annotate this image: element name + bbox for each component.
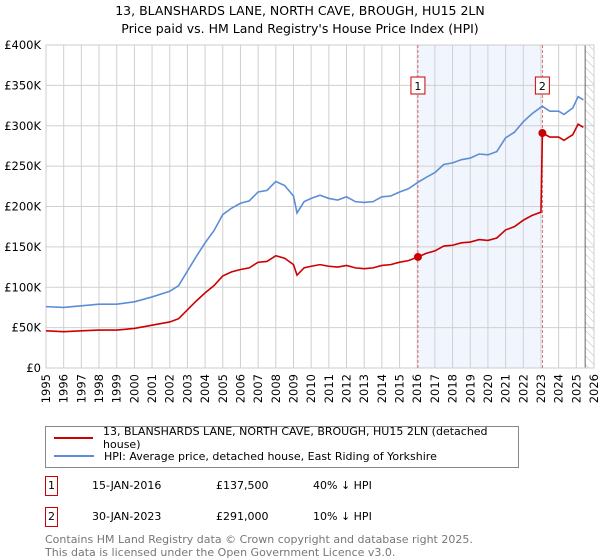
legend-label: 13, BLANSHARDS LANE, NORTH CAVE, BROUGH,… bbox=[103, 425, 488, 451]
legend-item-hpi: HPI: Average price, detached house, East… bbox=[54, 448, 437, 464]
x-tick-label: 1999 bbox=[110, 374, 124, 403]
x-tick-label: 2010 bbox=[304, 374, 318, 403]
footer-line-2: This data is licensed under the Open Gov… bbox=[45, 546, 396, 559]
plot-area: 1995 1996 1997 1998 1999 2000 2001 2002 2003 2004… bbox=[4, 38, 600, 403]
sale-price: £291,000 bbox=[216, 510, 269, 523]
y-tick-label: £350K bbox=[4, 78, 41, 92]
legend-label: HPI: Average price, detached house, East… bbox=[104, 449, 437, 463]
series-line-hpi bbox=[45, 95, 584, 309]
x-tick-label: 2019 bbox=[463, 374, 477, 403]
x-tick-label: 2026 bbox=[587, 374, 600, 403]
sale-price: £137,500 bbox=[216, 479, 269, 492]
x-tick-label: 2021 bbox=[499, 374, 513, 403]
y-tick-label: £100K bbox=[4, 280, 41, 294]
sale-label-box bbox=[410, 76, 426, 95]
legend-swatch-red bbox=[54, 437, 94, 439]
x-tick-label: 1997 bbox=[74, 374, 88, 403]
sale-point bbox=[538, 129, 547, 138]
sale-label: 2 bbox=[539, 80, 546, 93]
sale-marker-badge: 2 bbox=[45, 507, 58, 527]
y-tick-label: £150K bbox=[4, 240, 41, 254]
x-tick-label: 1996 bbox=[57, 374, 71, 403]
x-tick-label: 2000 bbox=[127, 374, 141, 403]
y-tick-label: £50K bbox=[12, 321, 42, 335]
sale-hpi-diff: 10% ↓ HPI bbox=[313, 510, 372, 523]
footer-line-1: Contains HM Land Registry data © Crown c… bbox=[45, 533, 473, 546]
x-tick-label: 2024 bbox=[552, 374, 566, 403]
sale-hpi-diff: 40% ↓ HPI bbox=[313, 479, 372, 492]
y-tick-label: £0 bbox=[26, 361, 41, 375]
y-tick-label: £200K bbox=[4, 200, 41, 214]
x-tick-label: 2020 bbox=[481, 374, 495, 403]
legend-item-property: 13, BLANSHARDS LANE, NORTH CAVE, BROUGH,… bbox=[54, 425, 518, 451]
y-tick-label: £300K bbox=[4, 119, 41, 133]
x-tick-label: 1998 bbox=[92, 374, 106, 403]
x-tick-label: 2007 bbox=[251, 374, 265, 403]
sale-point bbox=[413, 252, 422, 261]
x-tick-label: 2001 bbox=[145, 374, 159, 403]
sale-date: 15-JAN-2016 bbox=[92, 479, 162, 492]
x-tick-label: 2003 bbox=[180, 374, 194, 403]
x-tick-label: 2006 bbox=[233, 374, 247, 403]
legend: 13, BLANSHARDS LANE, NORTH CAVE, BROUGH,… bbox=[45, 425, 519, 468]
x-tick-label: 2018 bbox=[446, 374, 460, 403]
sale-label-box bbox=[534, 76, 550, 95]
x-tick-label: 2004 bbox=[198, 374, 212, 403]
x-tick-label: 2005 bbox=[216, 374, 230, 403]
chart-subtitle: Price paid vs. HM Land Registry's House … bbox=[121, 21, 479, 36]
x-tick-label: 2016 bbox=[410, 374, 424, 403]
x-tick-label: 2022 bbox=[516, 374, 530, 403]
footer: Contains HM Land Registry data © Crown c… bbox=[45, 533, 473, 559]
chart-title: 13, BLANSHARDS LANE, NORTH CAVE, BROUGH,… bbox=[115, 3, 485, 18]
sale-date: 30-JAN-2023 bbox=[92, 510, 162, 523]
y-tick-label: £250K bbox=[4, 159, 41, 173]
future-hatch bbox=[585, 45, 594, 368]
sale-marker-badge: 1 bbox=[45, 476, 58, 496]
x-tick-label: 2017 bbox=[428, 374, 442, 403]
x-tick-label: 2009 bbox=[286, 374, 300, 403]
sale-label: 1 bbox=[414, 80, 421, 93]
x-tick-label: 2011 bbox=[322, 374, 336, 403]
series-line-property bbox=[45, 123, 584, 333]
x-tick-label: 2015 bbox=[393, 374, 407, 403]
x-tick-label: 2012 bbox=[340, 374, 354, 403]
x-tick-label: 2014 bbox=[375, 374, 389, 403]
x-tick-label: 2008 bbox=[269, 374, 283, 403]
x-tick-label: 2023 bbox=[534, 374, 548, 403]
x-tick-label: 1995 bbox=[39, 374, 53, 403]
legend-swatch-blue bbox=[54, 455, 94, 457]
x-tick-label: 2013 bbox=[357, 374, 371, 403]
y-tick-label: £400K bbox=[4, 38, 41, 52]
x-tick-label: 2025 bbox=[569, 374, 583, 403]
x-tick-label: 2002 bbox=[163, 374, 177, 403]
plot-frame bbox=[45, 44, 595, 369]
